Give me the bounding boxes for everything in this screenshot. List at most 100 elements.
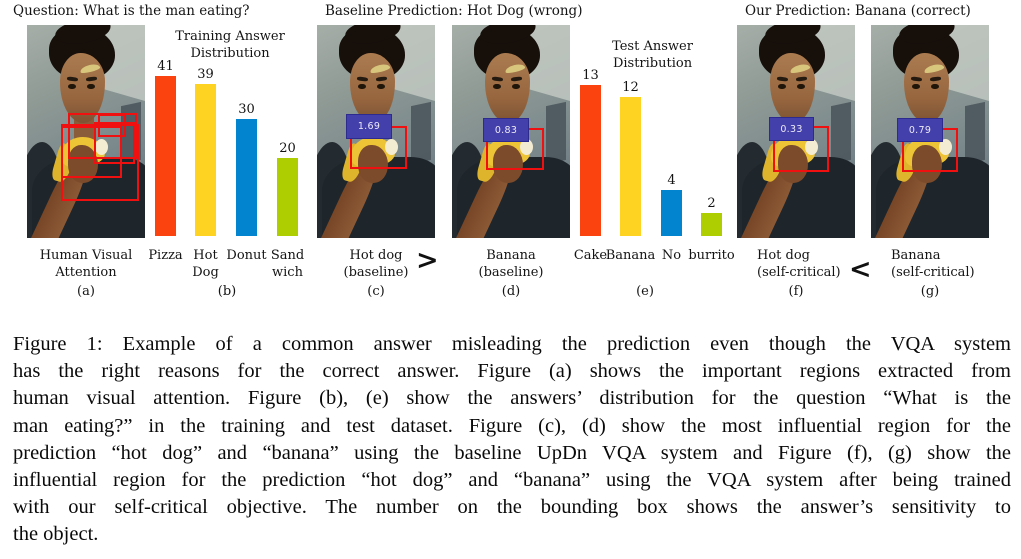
panel-sublabel-c: (c) xyxy=(367,284,385,299)
category-label: Cake xyxy=(551,247,631,264)
attention-bounding-box xyxy=(61,124,139,201)
bar-value-label: 2 xyxy=(707,196,716,211)
caption-line: (self-critical) xyxy=(891,265,975,280)
eye-left xyxy=(358,83,366,90)
caption-line: Attention xyxy=(55,265,117,280)
background-object xyxy=(546,101,567,164)
background-object xyxy=(831,101,852,164)
man-face xyxy=(770,52,815,123)
eye-left xyxy=(912,83,920,90)
sensitivity-score-label: 0.83 xyxy=(483,118,529,142)
category-label-line: wich xyxy=(272,265,303,280)
eye-right xyxy=(377,83,385,90)
category-label: Banana xyxy=(591,247,671,264)
sensitivity-score-label: 0.33 xyxy=(769,117,814,141)
bar-cake: 13 xyxy=(580,68,601,236)
man-hand xyxy=(493,145,523,183)
category-label-line: burrito xyxy=(688,248,735,263)
bar-sandwich: 20 xyxy=(277,141,298,236)
eye-right xyxy=(87,83,95,90)
category-label-line: Hot xyxy=(193,248,218,263)
caption-line: Banana xyxy=(486,248,536,263)
category-label-line: Banana xyxy=(605,248,656,263)
background-object xyxy=(965,101,986,164)
figure-caption-line: the object. xyxy=(13,523,99,546)
panel-sublabel-g: (g) xyxy=(920,284,940,299)
bar-value-label: 39 xyxy=(197,67,214,82)
banana-flesh xyxy=(939,138,953,155)
category-label-line: Cake xyxy=(573,248,608,263)
greater-than-symbol: > xyxy=(416,245,439,276)
category-label-line: Dog xyxy=(192,265,219,280)
figure-caption-line: man eating?” in the training and test da… xyxy=(13,414,1011,437)
panel-sublabel-e: (e) xyxy=(636,284,654,299)
category-label-line: Pizza xyxy=(148,248,183,263)
man-hand xyxy=(912,145,942,183)
caption-line: (baseline) xyxy=(478,265,544,280)
background-object xyxy=(411,101,432,164)
banana-flesh xyxy=(805,138,819,155)
bar-value-label: 30 xyxy=(238,102,255,117)
bar-donut: 30 xyxy=(236,102,257,236)
photo-d: 0.83 xyxy=(452,25,570,238)
chart-title-line: Distribution xyxy=(612,56,693,71)
man-face xyxy=(350,52,395,123)
panel-sublabel-d: (d) xyxy=(501,284,521,299)
man-face xyxy=(485,52,530,123)
bar-banana: 12 xyxy=(620,80,641,236)
photo-a xyxy=(27,25,145,238)
photo-caption-a: Human Visual Attention xyxy=(6,247,166,281)
eye-right xyxy=(512,83,520,90)
sensitivity-score-label: 1.69 xyxy=(346,114,392,139)
bar-pizza: 41 xyxy=(155,59,176,236)
category-label-line: Donut xyxy=(226,248,267,263)
eye-left xyxy=(68,83,76,90)
panel-sublabel-f: (f) xyxy=(788,284,804,299)
eye-right xyxy=(797,83,805,90)
caption-line: Banana xyxy=(891,248,941,263)
eye-right xyxy=(931,83,939,90)
figure-caption-line: has the right reasons for the correct an… xyxy=(13,360,1011,383)
category-label: burrito xyxy=(672,247,752,264)
photo-caption-g: Banana (self-critical) xyxy=(891,247,1021,281)
bar-no: 4 xyxy=(661,173,682,236)
man-face xyxy=(904,52,949,123)
caption-line: (self-critical) xyxy=(757,265,841,280)
banana-flesh xyxy=(520,138,534,155)
photo-g: 0.79 xyxy=(871,25,989,238)
category-label-line: No xyxy=(661,248,682,263)
figure-caption-line: Figure 1: Example of a common answer mis… xyxy=(13,333,1011,355)
banana-flesh xyxy=(385,138,399,155)
category-label: Donut xyxy=(207,247,287,264)
banana-flesh xyxy=(95,138,109,155)
sensitivity-score-label: 0.79 xyxy=(897,118,943,142)
bar-burrito: 2 xyxy=(701,196,722,236)
chart-title: Training Answer Distribution xyxy=(145,28,315,62)
photo-c: 1.69 xyxy=(317,25,435,238)
category-label: Pizza xyxy=(126,247,206,264)
panel-sublabel-a: (a) xyxy=(77,284,95,299)
photo-caption-c: Hot dog (baseline) xyxy=(296,247,456,281)
bar-value-label: 13 xyxy=(582,68,599,83)
figure-caption-line: with our self-critical objective. The nu… xyxy=(13,496,1011,519)
bar-value-label: 12 xyxy=(622,80,639,95)
figure-caption-line: influential region for the prediction “h… xyxy=(13,469,1011,492)
caption-line: (baseline) xyxy=(343,265,409,280)
chart-title: Test Answer Distribution xyxy=(570,38,735,72)
eye-left xyxy=(778,83,786,90)
caption-line: Human Visual xyxy=(39,248,133,263)
bar-value-label: 4 xyxy=(667,173,676,188)
eye-left xyxy=(493,83,501,90)
chart-title-line: Distribution xyxy=(190,46,270,61)
figure-caption-line: human visual attention. Figure (b), (e) … xyxy=(13,387,1011,410)
man-hand xyxy=(358,145,388,183)
chart-title-line: Training Answer xyxy=(175,29,285,44)
our-prediction-header: Our Prediction: Banana (correct) xyxy=(745,3,971,19)
photo-caption-d: Banana (baseline) xyxy=(431,247,591,281)
bar-chart-b: Training Answer Distribution 41 39 30 20 xyxy=(145,20,315,236)
bar-hot-dog: 39 xyxy=(195,67,216,236)
attention-bounding-box xyxy=(94,122,135,164)
category-label: Hot Dog xyxy=(166,247,246,281)
bar-chart-e: Test Answer Distribution 13 12 4 2 xyxy=(570,20,735,236)
